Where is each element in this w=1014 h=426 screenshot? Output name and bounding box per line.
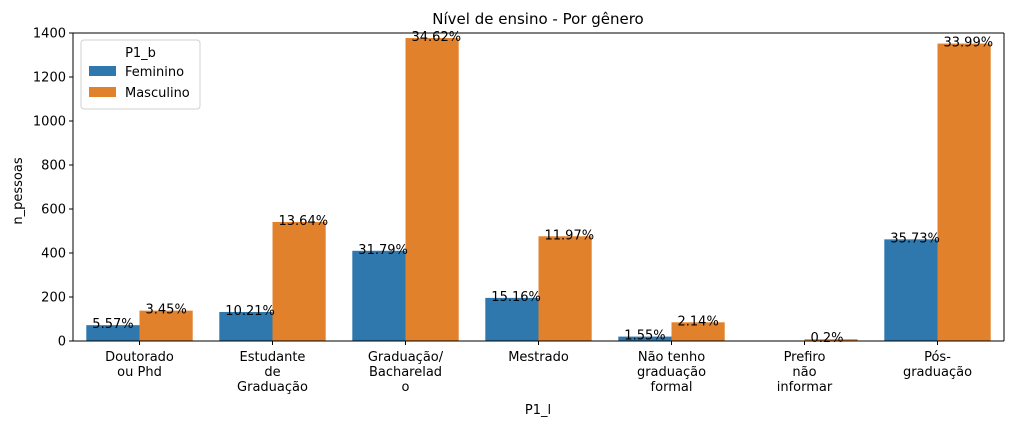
bar-feminino-3 <box>485 297 539 341</box>
bar-labels-group: 5.57% 10.21% 31.79% 15.16% 1.55% 35.73% 3.45% 1… <box>92 30 993 346</box>
y-axis: 0 200 400 600 800 1000 1200 1400 <box>33 27 1005 350</box>
x-tick-label-1: Estudante de Graduação <box>237 350 308 395</box>
bar-label-feminino-2: 31.79% <box>358 243 408 258</box>
bar-masculino-0 <box>139 310 193 341</box>
legend-label-masculino: Masculino <box>125 86 190 101</box>
bar-masculino-4 <box>671 322 725 341</box>
x-axis-title: P1_l <box>525 403 551 418</box>
bar-label-masculino-3: 11.97% <box>545 228 595 243</box>
bar-label-feminino-0: 5.57% <box>92 317 133 332</box>
x-tick-label-5: Prefiro não informar <box>777 350 833 395</box>
bar-feminino-1 <box>219 311 273 341</box>
y-tick-label-0: 0 <box>58 335 66 350</box>
bar-masculino-2 <box>405 38 459 342</box>
y-tick-label-1400: 1400 <box>33 27 66 42</box>
y-axis-title: n_pessoas <box>11 157 26 224</box>
bar-label-feminino-6: 35.73% <box>890 231 940 246</box>
legend-swatch-masculino <box>89 87 116 97</box>
y-tick-label-1000: 1000 <box>33 115 66 130</box>
x-tick-label-2: Graduação/Bacharelad o <box>368 350 444 395</box>
bars-group <box>86 38 991 342</box>
chart-title: Nível de ensino - Por gênero <box>432 10 643 28</box>
bar-feminino-2 <box>352 250 406 341</box>
legend-title: P1_b <box>125 46 156 61</box>
x-tick-label-6: Pós-graduação <box>903 350 972 380</box>
bar-feminino-0 <box>86 325 140 341</box>
bar-label-feminino-1: 10.21% <box>225 304 275 319</box>
bar-label-masculino-4: 2.14% <box>678 314 719 329</box>
legend-label-feminino: Feminino <box>125 65 184 80</box>
bar-feminino-6 <box>884 239 938 341</box>
y-tick-label-400: 400 <box>41 247 66 262</box>
bar-label-feminino-4: 1.55% <box>624 329 665 344</box>
bar-label-masculino-6: 33.99% <box>944 36 994 51</box>
legend-swatch-feminino <box>89 66 116 76</box>
x-tick-label-3: Mestrado <box>508 350 569 365</box>
y-tick-label-600: 600 <box>41 203 66 218</box>
bar-masculino-6 <box>937 43 991 342</box>
bar-label-feminino-3: 15.16% <box>491 290 541 305</box>
bar-label-masculino-5: 0.2% <box>811 331 844 346</box>
bar-label-masculino-2: 34.62% <box>412 30 462 45</box>
bar-feminino-4 <box>618 336 672 341</box>
bar-masculino-5 <box>804 339 858 341</box>
bar-masculino-1 <box>272 221 326 341</box>
bar-masculino-3 <box>538 236 592 341</box>
x-axis: Doutorado ou Phd Estudante de Graduação Gradu… <box>73 340 1004 395</box>
x-tick-label-4: Não tenho graduação formal <box>637 350 706 395</box>
x-tick-label-0: Doutorado ou Phd <box>105 350 174 380</box>
bar-label-masculino-1: 13.64% <box>279 214 329 229</box>
bar-label-masculino-0: 3.45% <box>146 303 187 318</box>
legend: P1_b Feminino Masculino <box>80 39 201 110</box>
y-tick-label-1200: 1200 <box>33 71 66 86</box>
y-tick-label-200: 200 <box>41 291 66 306</box>
y-tick-label-800: 800 <box>41 159 66 174</box>
